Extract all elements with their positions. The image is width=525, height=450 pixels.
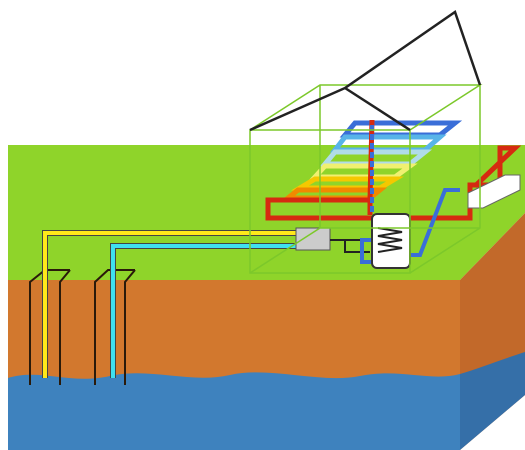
return-pipe bbox=[111, 244, 296, 378]
heat-coil bbox=[377, 227, 403, 253]
groundwater bbox=[8, 372, 460, 450]
house-frame bbox=[249, 84, 483, 274]
groundwater-side bbox=[460, 352, 525, 450]
supply-pipe bbox=[43, 231, 296, 378]
tank-loop bbox=[360, 238, 372, 264]
radiator bbox=[467, 174, 521, 209]
return-line bbox=[410, 188, 460, 257]
wells bbox=[29, 269, 136, 385]
roof bbox=[249, 10, 482, 132]
heat-pump bbox=[295, 227, 331, 251]
